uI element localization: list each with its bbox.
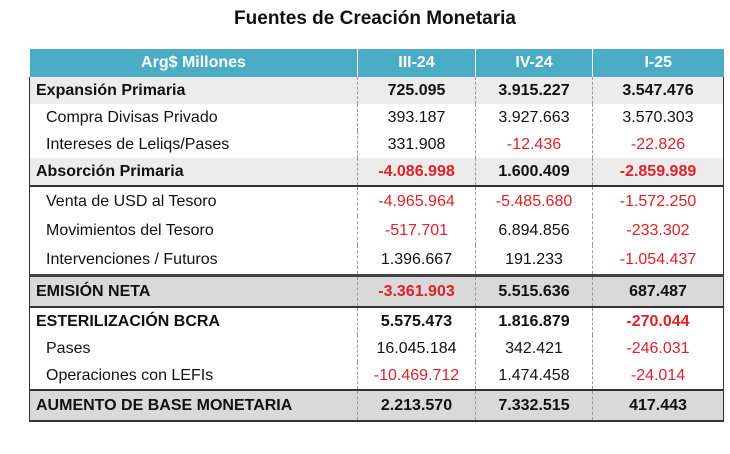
row-label: ESTERILIZACIÓN BCRA <box>29 306 358 335</box>
row-value: 3.570.303 <box>592 104 724 131</box>
row-label: Venta de USD al Tesoro <box>29 185 358 216</box>
row-value: 7.332.515 <box>475 389 593 422</box>
row-value: -5.485.680 <box>475 185 593 216</box>
row-value: 331.908 <box>357 131 476 158</box>
table-title: Fuentes de Creación Monetaria <box>234 8 516 29</box>
row-value: -4.086.998 <box>357 158 476 186</box>
table-row: EMISIÓN NETA -3.361.903 5.515.636 687.487 <box>29 274 724 307</box>
row-label: Pases <box>29 335 358 362</box>
row-value: 6.894.856 <box>475 216 593 245</box>
header-col: I-25 <box>592 49 724 77</box>
table-row: Absorción Primaria -4.086.998 1.600.409 -2.… <box>29 158 724 186</box>
table-row: Operaciones con LEFIs -10.469.712 1.474.45… <box>29 362 724 390</box>
row-label: AUMENTO DE BASE MONETARIA <box>29 389 358 422</box>
row-value: -517.701 <box>357 216 476 245</box>
row-value: 725.095 <box>357 77 476 104</box>
header-label: Arg$ Millones <box>29 49 358 77</box>
row-value: 2.213.570 <box>357 389 476 422</box>
header-row: Arg$ Millones III-24 IV-24 I-25 <box>29 49 724 77</box>
row-label: Operaciones con LEFIs <box>29 362 358 390</box>
table-row: Venta de USD al Tesoro -4.965.964 -5.485.6… <box>29 185 724 216</box>
row-value: 417.443 <box>592 389 724 422</box>
row-value: 1.600.409 <box>475 158 593 186</box>
row-value: -1.572.250 <box>592 185 724 216</box>
row-value: -4.965.964 <box>357 185 476 216</box>
row-value: 3.915.227 <box>475 77 593 104</box>
row-value: -24.014 <box>592 362 724 390</box>
row-value: 687.487 <box>592 274 724 307</box>
row-label: Expansión Primaria <box>29 77 358 104</box>
row-value: 3.547.476 <box>592 77 724 104</box>
table-row: AUMENTO DE BASE MONETARIA 2.213.570 7.332.… <box>29 389 724 422</box>
row-label: Intervenciones / Futuros <box>29 245 358 276</box>
row-value: -270.044 <box>592 306 724 335</box>
header-col: IV-24 <box>475 49 593 77</box>
row-value: -22.826 <box>592 131 724 158</box>
table-row: Compra Divisas Privado 393.187 3.927.663 3.… <box>29 104 724 131</box>
row-value: 1.396.667 <box>357 245 476 276</box>
row-value: -1.054.437 <box>592 245 724 276</box>
table-row: Expansión Primaria 725.095 3.915.227 3.547.… <box>29 77 724 104</box>
row-value: 5.575.473 <box>357 306 476 335</box>
row-label: Intereses de Leliqs/Pases <box>29 131 358 158</box>
row-value: -233.302 <box>592 216 724 245</box>
row-value: -246.031 <box>592 335 724 362</box>
row-value: 1.474.458 <box>475 362 593 390</box>
row-label: Compra Divisas Privado <box>29 104 358 131</box>
header-col: III-24 <box>357 49 476 77</box>
row-value: 191.233 <box>475 245 593 276</box>
table-row: ESTERILIZACIÓN BCRA 5.575.473 1.816.879 -27… <box>29 306 724 335</box>
row-value: 393.187 <box>357 104 476 131</box>
table-row: Movimientos del Tesoro -517.701 6.894.856-… <box>29 216 724 245</box>
row-value: -10.469.712 <box>357 362 476 390</box>
row-value: 342.421 <box>475 335 593 362</box>
row-value: -2.859.989 <box>592 158 724 186</box>
row-value: 1.816.879 <box>475 306 593 335</box>
table-row: Intervenciones / Futuros 1.396.667 191.233… <box>29 245 724 276</box>
row-value: 3.927.663 <box>475 104 593 131</box>
monetary-sources-table: Arg$ Millones III-24 IV-24 I-25 Expansió… <box>29 49 724 422</box>
row-label: EMISIÓN NETA <box>29 274 358 307</box>
row-value: -3.361.903 <box>357 274 476 307</box>
table-row: Intereses de Leliqs/Pases 331.908 -12.436-… <box>29 131 724 158</box>
row-value: -12.436 <box>475 131 593 158</box>
row-label: Absorción Primaria <box>29 158 358 186</box>
table-row: Pases 16.045.184 342.421 -246.031 <box>29 335 724 362</box>
row-value: 5.515.636 <box>475 274 593 307</box>
row-value: 16.045.184 <box>357 335 476 362</box>
row-label: Movimientos del Tesoro <box>29 216 358 245</box>
